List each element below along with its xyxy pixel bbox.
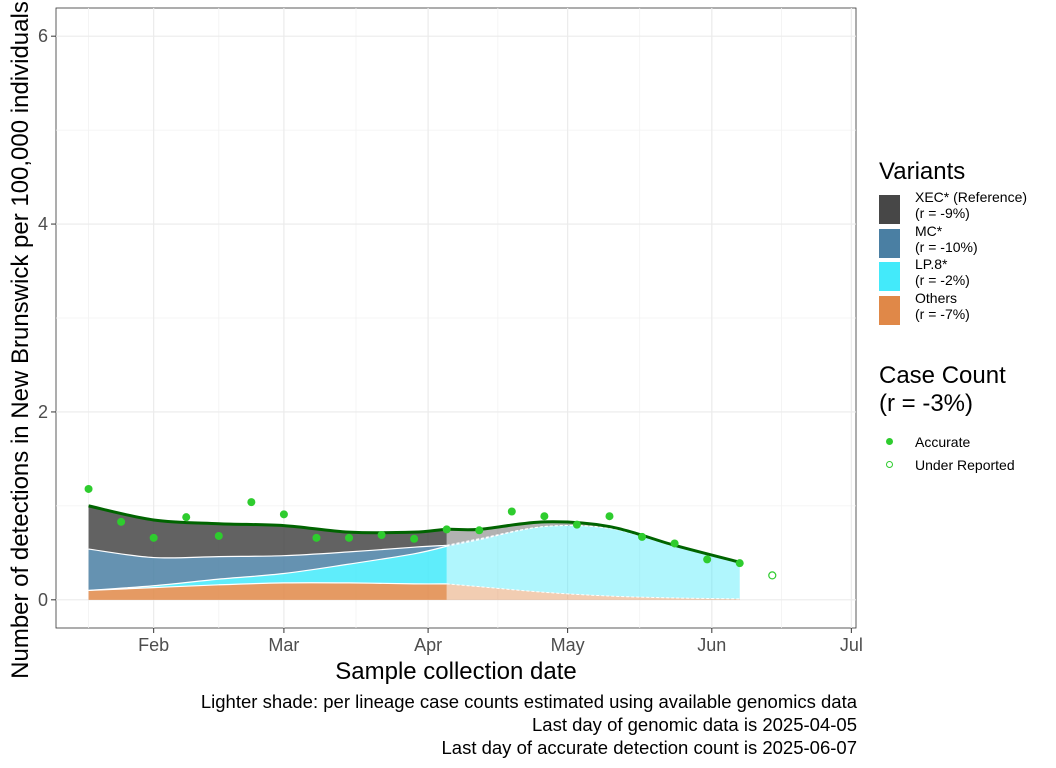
legend-label-r: (r = -2%) bbox=[915, 272, 970, 288]
y-tick-label: 0 bbox=[38, 590, 48, 610]
legend-label-name: Others bbox=[915, 289, 958, 306]
x-axis-title: Sample collection date bbox=[335, 658, 576, 685]
legend-label-name: XEC* (Reference) bbox=[915, 189, 1028, 205]
area-boundary-estimated bbox=[446, 583, 740, 600]
variants-legend-entries: XEC* (Reference) (r = -9%) MC* (r = -10%) LP… bbox=[879, 189, 1056, 328]
accurate-point bbox=[182, 513, 191, 522]
accurate-point bbox=[507, 507, 516, 516]
x-tick-label: Jun bbox=[697, 635, 726, 655]
under-reported-point-icon bbox=[879, 456, 900, 474]
legend-label-others: Others (r = -7%) bbox=[915, 290, 970, 322]
legend-label-xec-reference: XEC* (Reference) (r = -9%) bbox=[915, 189, 1027, 221]
accurate-point bbox=[377, 531, 386, 539]
caption: Lighter shade: per lineage case counts e… bbox=[201, 690, 857, 759]
legend-under-reported: Under Reported bbox=[879, 453, 1015, 476]
legend-label-name: LP.8* bbox=[915, 256, 948, 272]
area-mc bbox=[88, 545, 447, 591]
legend-entry-others: Others (r = -7%) bbox=[879, 290, 1056, 328]
x-tick-label: May bbox=[551, 635, 585, 655]
case-count-legend: Case Count (r = -3%) Accurate Under Repo… bbox=[879, 362, 1015, 476]
stacked-areas bbox=[88, 505, 740, 600]
accurate-point bbox=[670, 539, 679, 548]
area-lp-8-estimated bbox=[446, 525, 740, 599]
legend-entry-lp-8: LP.8* (r = -2%) bbox=[879, 256, 1056, 294]
variants-legend-title: Variants bbox=[879, 158, 966, 185]
accurate-point bbox=[475, 526, 484, 535]
x-tick-label: Feb bbox=[138, 635, 169, 655]
legend-label-r: (r = -10%) bbox=[915, 238, 978, 255]
accurate-point bbox=[605, 512, 614, 521]
legend-entry-mc: MC* (r = -10%) bbox=[879, 223, 1056, 261]
case-count-title: Case Count (r = -3%) bbox=[879, 362, 1015, 418]
variants-legend: Variants XEC* (Reference) (r = -9%) MC* (r … bbox=[879, 158, 1056, 327]
area-others-estimated bbox=[446, 583, 740, 600]
accurate-point bbox=[735, 559, 744, 568]
case-count-title-line2: (r = -3%) bbox=[879, 390, 974, 417]
chart: Feb Mar Apr May Jun Jul 0 2 4 6 Sample collectio… bbox=[7, 1, 863, 685]
x-tick-label: Jul bbox=[840, 635, 863, 655]
legend-label-r: (r = -7%) bbox=[915, 305, 970, 322]
caption-line3: Last day of accurate detection count is … bbox=[441, 737, 858, 758]
accurate-point bbox=[149, 533, 158, 542]
area-xec-reference bbox=[88, 505, 447, 558]
legend-accurate-label: Accurate bbox=[915, 433, 971, 450]
accurate-point bbox=[442, 525, 451, 534]
legend-label-mc: MC* (r = -10%) bbox=[915, 223, 978, 255]
area-boundary bbox=[88, 544, 447, 559]
area-boundary bbox=[88, 545, 447, 592]
y-tick-label: 2 bbox=[38, 402, 48, 422]
x-axis-ticks: Feb Mar Apr May Jun Jul bbox=[138, 628, 863, 655]
accurate-point bbox=[410, 534, 419, 543]
accurate-point bbox=[312, 533, 321, 542]
legend-swatch-mc bbox=[879, 228, 900, 258]
accurate-point bbox=[117, 517, 126, 526]
legend-label-name: MC* bbox=[915, 222, 943, 239]
accurate-point bbox=[572, 520, 581, 529]
caption-line2: Last day of genomic data is 2025-04-05 bbox=[532, 714, 857, 735]
accurate-point bbox=[703, 555, 712, 564]
area-lp-8 bbox=[88, 546, 447, 591]
case-points bbox=[84, 484, 777, 580]
area-boundary bbox=[88, 582, 447, 592]
accurate-point bbox=[84, 484, 93, 493]
legend-label-lp-8: LP.8* (r = -2%) bbox=[915, 256, 970, 288]
caption-line1: Lighter shade: per lineage case counts e… bbox=[200, 691, 857, 712]
accurate-point bbox=[345, 533, 354, 542]
x-tick-label: Apr bbox=[414, 635, 442, 655]
y-axis-title: Number of detections in New Brunswick pe… bbox=[7, 1, 34, 679]
y-tick-label: 4 bbox=[38, 214, 48, 234]
accurate-point bbox=[247, 498, 256, 507]
legend-swatch-xec-reference bbox=[879, 195, 900, 224]
legend-swatch-others bbox=[879, 295, 900, 325]
legend-entry-xec-reference: XEC* (Reference) (r = -9%) bbox=[879, 189, 1056, 227]
x-tick-label: Mar bbox=[268, 635, 299, 655]
legend-swatch-lp-8 bbox=[879, 262, 900, 291]
grid-minor bbox=[56, 8, 856, 628]
y-tick-label: 6 bbox=[38, 26, 48, 46]
y-axis-ticks: 0 2 4 6 bbox=[38, 26, 56, 610]
legend-under-reported-label: Under Reported bbox=[915, 456, 1015, 473]
accurate-point bbox=[638, 532, 647, 541]
total-curve bbox=[88, 504, 741, 564]
accurate-point bbox=[279, 510, 288, 519]
accurate-point-icon bbox=[879, 433, 900, 451]
case-count-title-line1: Case Count bbox=[879, 362, 1006, 389]
legend-accurate: Accurate bbox=[879, 430, 1015, 453]
legend-label-r: (r = -9%) bbox=[915, 205, 970, 221]
accurate-point bbox=[540, 512, 549, 521]
accurate-point bbox=[214, 531, 223, 540]
under-reported-point bbox=[768, 571, 777, 580]
